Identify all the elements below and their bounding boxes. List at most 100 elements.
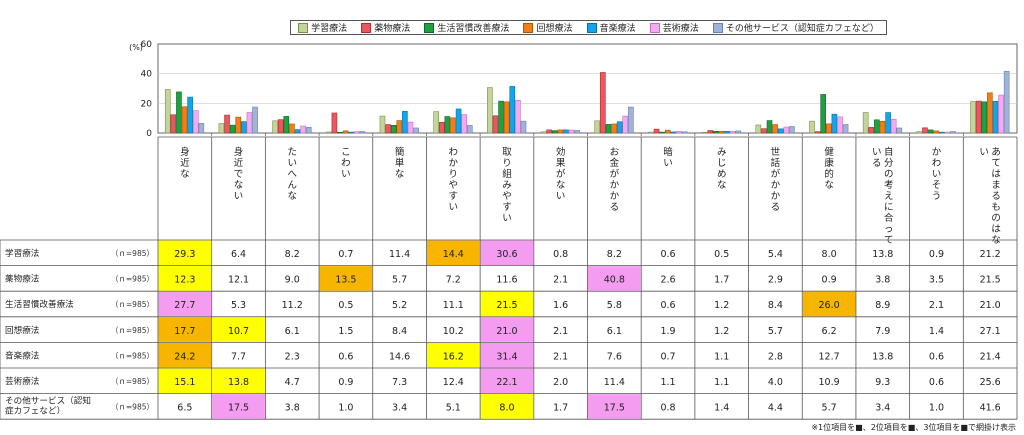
category-label: 身近でない [234,146,244,202]
bar [218,123,225,134]
bar [492,115,499,134]
value-label: 12.7 [819,351,840,362]
value-label: 2.9 [768,275,783,286]
bar [874,119,880,134]
value-label: 40.8 [604,275,625,286]
bar [342,130,349,134]
value-label: 1.0 [929,403,944,414]
value-label: 10.2 [443,326,464,337]
value-label: 3.8 [875,275,890,286]
value-label: 4.4 [768,403,783,414]
value-label: 17.7 [174,326,195,337]
category-label: 効果がない [556,146,566,202]
legend-swatch [586,22,597,33]
value-label: 2.1 [553,275,568,286]
bar [975,100,982,134]
highlight-cell [212,317,265,342]
legend-item: その他サービス（認知症カフェなど） [712,21,879,34]
bar [605,124,612,134]
bar [981,101,988,134]
bar [933,130,939,134]
bar [407,121,414,134]
bar [987,92,993,134]
value-label: 0.6 [660,300,675,311]
bar [246,112,253,134]
bar [433,111,439,134]
category-label: 暗い [663,146,673,169]
value-label: 21.0 [496,326,517,337]
bar [498,100,504,134]
bar [546,129,552,134]
bar [326,131,332,134]
bar [772,124,778,134]
bar [574,130,580,134]
value-label: 16.2 [443,351,464,362]
value-label: 11.4 [604,377,625,388]
bar [761,128,767,134]
category-label: わかりやすい [449,147,459,213]
highlight-cell [480,394,534,419]
bar [277,119,284,134]
y-tick-label: 20 [141,99,153,109]
value-label: 8.2 [285,249,300,260]
value-label: 4.0 [768,377,783,388]
highlight-cell [480,291,534,317]
value-label: 12.3 [174,275,195,286]
value-label: 2.1 [929,300,944,311]
value-label: 0.9 [929,249,944,260]
category-label: 自分の考えに合っている [872,146,894,246]
value-label: 1.1 [714,351,729,362]
highlight-cell [158,240,212,266]
value-label: 13.8 [872,249,893,260]
bar [509,86,516,134]
highlight-cell [480,368,534,394]
chart-legend: 学習療法 薬物療法 生活習慣改善療法 回想療法 音楽療法 芸術療法 その他サービス（認知症カ… [290,20,887,35]
bar [998,94,1004,134]
value-label: 1.7 [714,275,729,286]
bar [272,120,278,134]
bar [402,111,408,134]
value-label: 13.8 [228,377,249,388]
value-label: 0.7 [660,351,675,362]
bar [789,126,795,134]
bar [337,131,343,134]
bar [885,112,891,134]
category-label: みじめな [717,147,727,191]
value-label: 0.9 [338,377,353,388]
bar [164,89,171,134]
value-label: 1.0 [338,403,353,414]
legend-label: その他サービス（認知症カフェなど） [725,24,879,34]
bar [868,127,875,134]
value-label: 5.1 [446,403,461,414]
bar [718,130,725,134]
value-label: 9.3 [875,377,890,388]
highlight-cell [426,342,480,368]
bar [970,101,976,134]
bar [879,120,886,134]
category-label: かわいそう [932,147,942,202]
bar [235,116,242,134]
value-label: 6.5 [177,403,192,414]
value-label: 0.5 [338,300,353,311]
bar [241,121,247,134]
value-label: 11.2 [282,300,303,311]
value-label: 2.1 [553,326,568,337]
y-tick-label: 40 [141,70,153,80]
bar [862,112,869,134]
bar [354,131,360,134]
bar [814,131,821,134]
value-label: 0.6 [929,377,944,388]
bar [348,131,355,134]
value-label: 5.3 [231,300,246,311]
value-label: 1.4 [929,326,944,337]
value-label: 0.7 [338,249,353,260]
legend-swatch [523,22,534,33]
value-label: 10.9 [819,377,840,388]
bar-chart: 0 20 40 60(%) [129,40,1018,139]
bar [735,130,742,134]
bar [611,123,617,134]
bar [187,96,193,134]
value-label: 8.4 [392,326,407,337]
highlight-cell [212,368,265,394]
value-label: 0.6 [338,351,353,362]
